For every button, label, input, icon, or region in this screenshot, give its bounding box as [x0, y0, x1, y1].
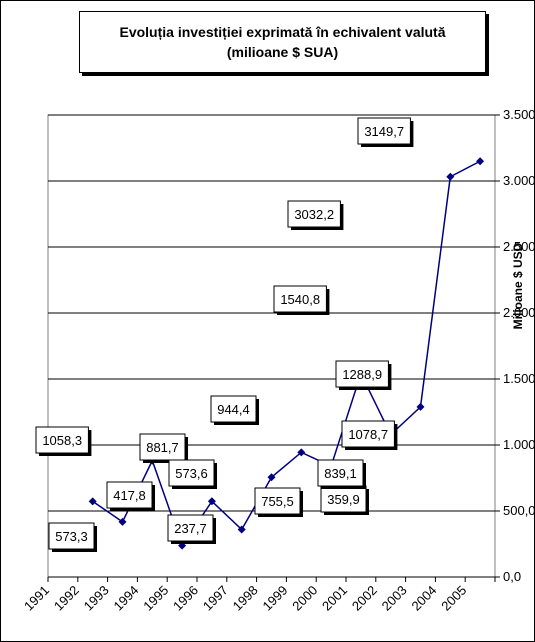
- x-tick-label: 1994: [110, 583, 141, 614]
- data-label: 881,7: [146, 440, 179, 455]
- data-label: 573,6: [175, 466, 208, 481]
- data-label: 237,7: [174, 521, 207, 536]
- data-label-box: [210, 395, 257, 423]
- data-label-box: [254, 487, 301, 515]
- data-label: 3032,2: [294, 207, 334, 222]
- data-point: [416, 402, 425, 411]
- x-tick-label: 1998: [230, 583, 261, 614]
- data-label-box: [317, 459, 364, 487]
- y-tick-label: 0,0: [503, 569, 521, 584]
- data-point: [267, 473, 276, 482]
- data-label: 944,4: [217, 402, 250, 417]
- data-point: [297, 448, 306, 457]
- data-label-box: [106, 481, 153, 509]
- data-label-box: [287, 200, 341, 228]
- x-tick-label: 1995: [140, 583, 171, 614]
- x-tick-label: 1999: [259, 583, 290, 614]
- data-label: 1288,9: [342, 367, 382, 382]
- data-point: [476, 157, 485, 166]
- chart-title: Evoluția investiției exprimată în echiva…: [119, 24, 446, 40]
- y-tick-label: 3.500,0: [503, 107, 535, 122]
- data-label: 1078,7: [348, 427, 388, 442]
- series-line: [92, 160, 481, 548]
- x-tick-label: 2004: [408, 583, 439, 614]
- data-label: 3149,7: [364, 124, 404, 139]
- data-label: 359,9: [327, 492, 360, 507]
- data-label-box: [357, 117, 411, 145]
- x-tick-label: 1997: [200, 583, 231, 614]
- x-tick-label: 2005: [438, 583, 469, 614]
- data-label: 417,8: [113, 488, 146, 503]
- chart-title-box: Evoluția investiției exprimată în echiva…: [79, 11, 486, 73]
- y-tick-label: 2.000,0: [503, 305, 535, 320]
- x-tick-label: 1996: [170, 583, 201, 614]
- x-tick-label: 2003: [379, 583, 410, 614]
- data-label: 755,5: [261, 494, 294, 509]
- data-point: [88, 497, 97, 506]
- data-label-box: [273, 285, 327, 313]
- data-label: 1058,3: [42, 433, 82, 448]
- data-label-box: [35, 426, 89, 454]
- y-tick-label: 1.500,0: [503, 371, 535, 386]
- data-label-box: [48, 522, 95, 550]
- x-tick-label: 2001: [319, 583, 350, 614]
- x-tick-label: 1991: [21, 583, 52, 614]
- data-label: 839,1: [324, 466, 357, 481]
- x-tick-label: 1993: [81, 583, 112, 614]
- y-tick-label: 500,0: [503, 503, 535, 518]
- data-point: [446, 172, 455, 181]
- data-label-box: [320, 485, 367, 513]
- y-tick-label: 2.500,0: [503, 239, 535, 254]
- data-label-box: [167, 514, 214, 542]
- data-point: [207, 497, 216, 506]
- data-label-box: [168, 459, 215, 487]
- x-tick-label: 2002: [349, 583, 380, 614]
- data-label: 1540,8: [280, 292, 320, 307]
- data-label-box: [139, 433, 186, 461]
- data-point: [118, 517, 127, 526]
- data-label: 573,3: [55, 529, 88, 544]
- x-tick-label: 1992: [51, 583, 82, 614]
- y-tick-label: 1.000,0: [503, 437, 535, 452]
- x-tick-label: 2000: [289, 583, 320, 614]
- y-axis-label: Milioane $ USD: [511, 242, 525, 329]
- data-label-box: [335, 360, 389, 388]
- data-label-box: [341, 420, 395, 448]
- data-point: [237, 525, 246, 534]
- chart-subtitle: (milioane $ SUA): [226, 44, 339, 60]
- y-tick-label: 3.000,0: [503, 173, 535, 188]
